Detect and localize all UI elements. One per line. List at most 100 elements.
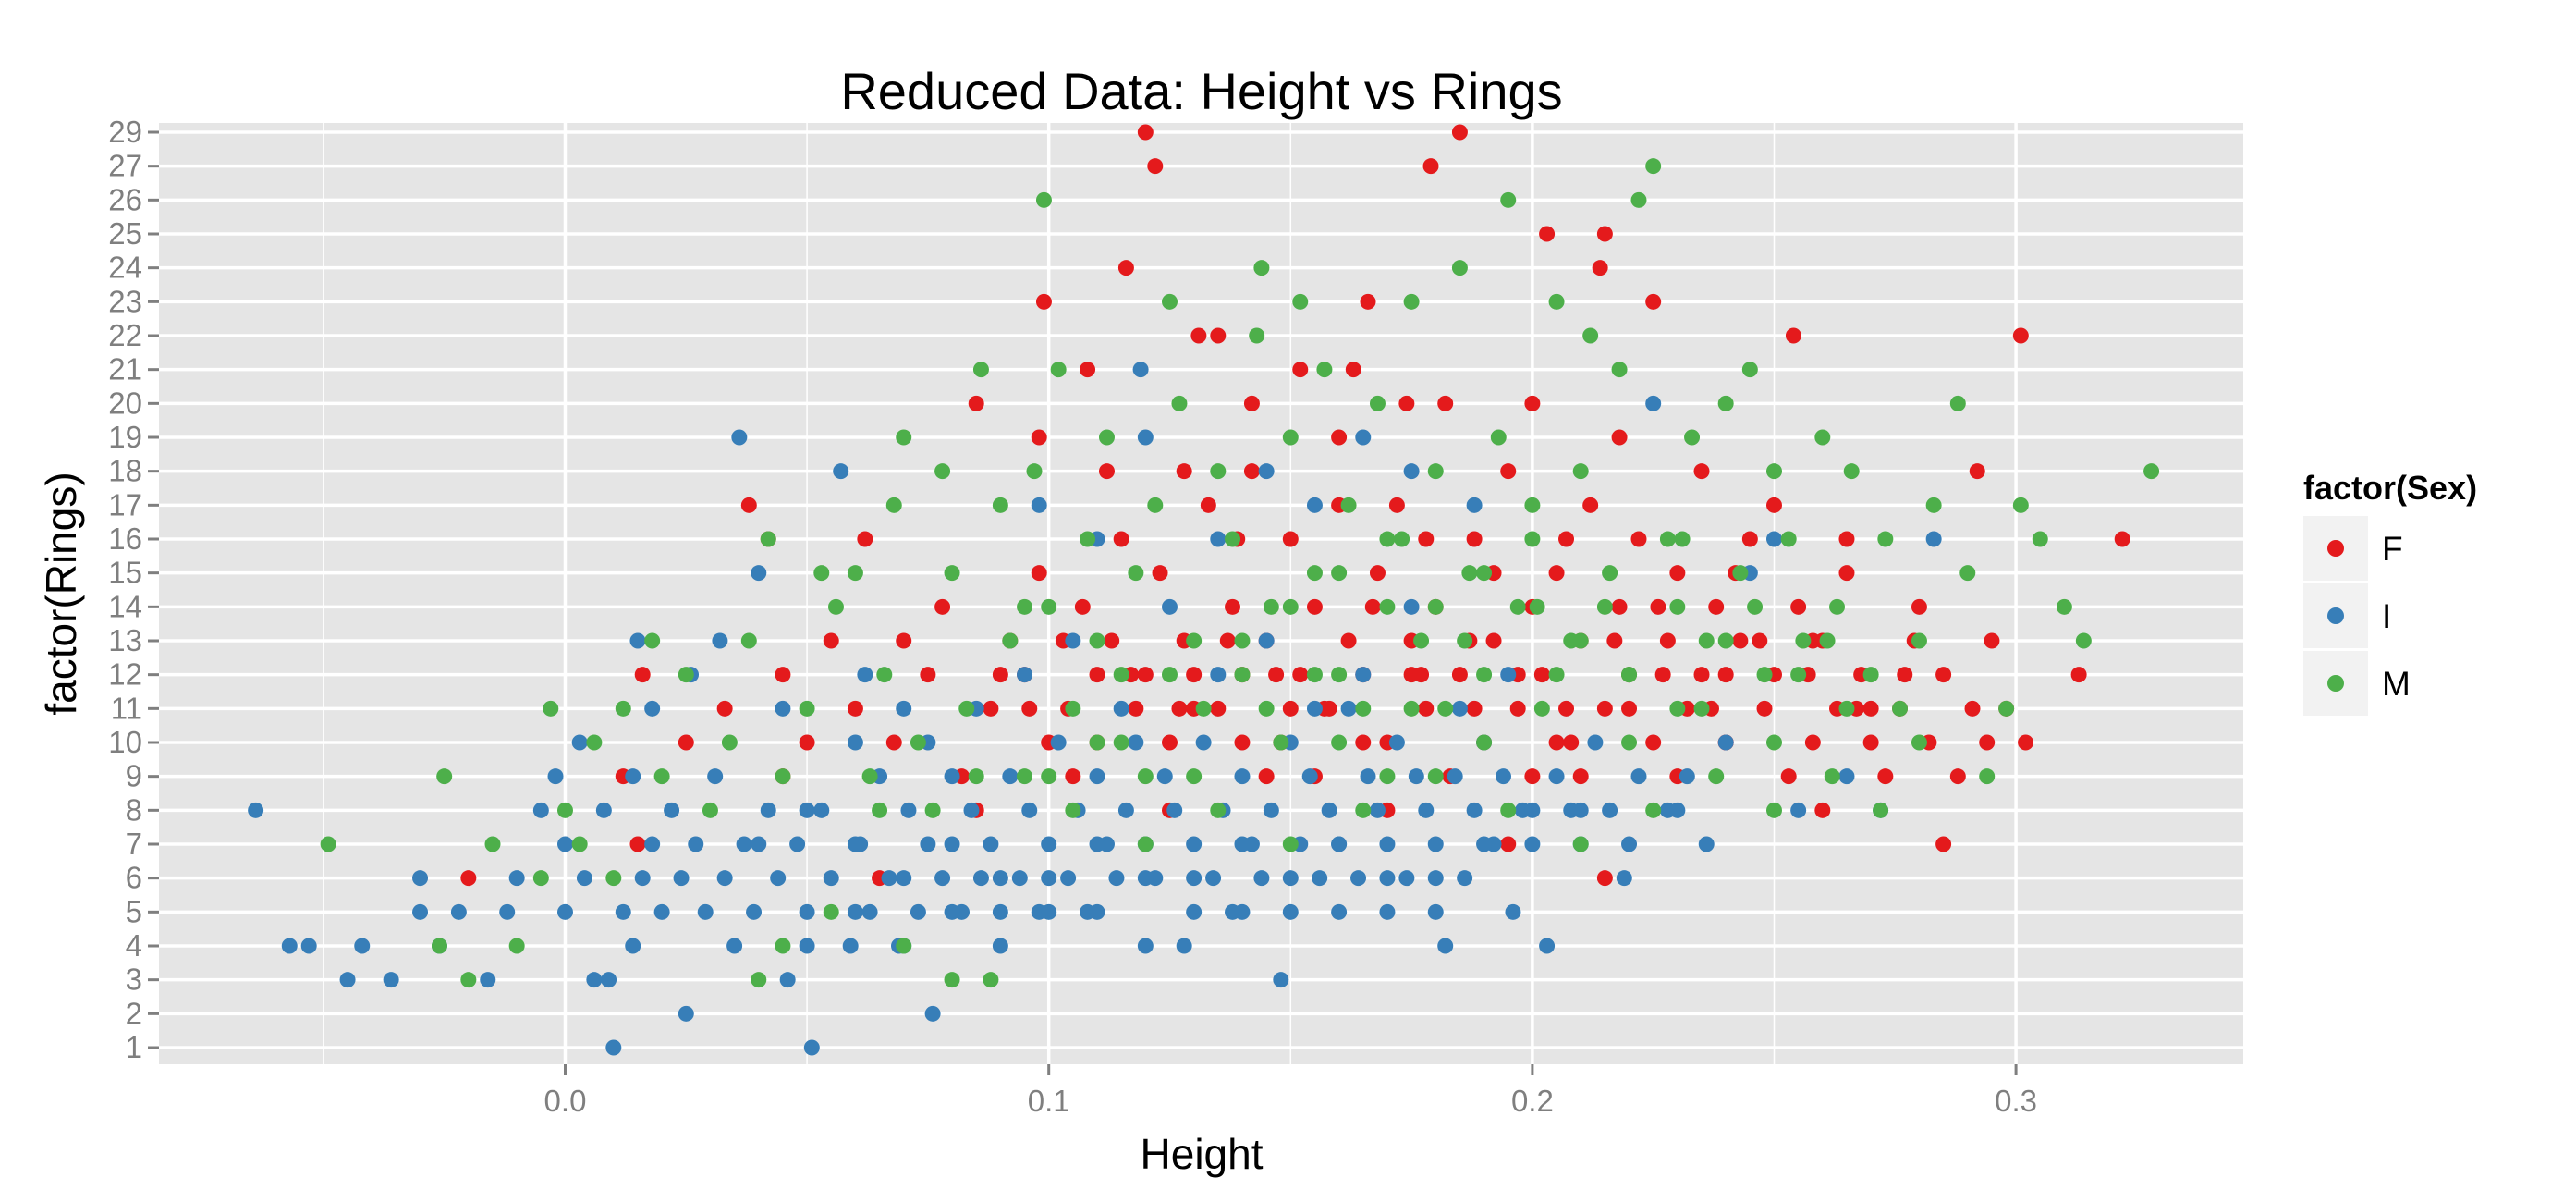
- data-point: [339, 972, 356, 988]
- data-point: [644, 632, 661, 649]
- data-point: [1693, 667, 1710, 683]
- data-point: [1630, 768, 1647, 785]
- data-point: [896, 870, 912, 887]
- data-point: [1669, 598, 1686, 615]
- data-point: [571, 734, 588, 751]
- data-point: [1225, 531, 1241, 547]
- data-point: [1630, 531, 1647, 547]
- data-point: [1195, 734, 1212, 751]
- y-tick-label: 27: [108, 149, 142, 183]
- data-point: [1741, 362, 1758, 378]
- data-point: [1732, 632, 1749, 649]
- data-point: [644, 700, 661, 717]
- data-point: [1621, 734, 1638, 751]
- data-point: [1897, 667, 1913, 683]
- data-point: [532, 802, 549, 818]
- data-point: [1031, 565, 1047, 582]
- data-point: [731, 429, 748, 446]
- data-point: [1616, 870, 1632, 887]
- data-point: [1505, 903, 1521, 920]
- data-point: [847, 734, 863, 751]
- data-point: [944, 972, 960, 988]
- data-point: [1645, 802, 1662, 818]
- legend-item-F: F: [2303, 516, 2403, 581]
- data-point: [678, 734, 694, 751]
- data-point: [716, 700, 733, 717]
- data-point: [944, 768, 960, 785]
- data-point: [1186, 836, 1203, 852]
- data-point: [1548, 734, 1565, 751]
- data-point: [1451, 124, 1468, 141]
- data-point: [1500, 836, 1517, 852]
- data-point: [1451, 667, 1468, 683]
- y-tick-label: 3: [126, 963, 142, 997]
- y-axis-title: factor(Rings): [37, 472, 85, 715]
- data-point: [556, 903, 573, 920]
- series-M: [320, 158, 2160, 988]
- data-point: [842, 938, 859, 954]
- data-point: [1790, 598, 1807, 615]
- data-point: [1137, 870, 1154, 887]
- data-point: [1645, 158, 1662, 175]
- data-point: [885, 734, 902, 751]
- legend-label: I: [2382, 597, 2391, 635]
- data-point: [1582, 497, 1599, 513]
- data-point: [1413, 632, 1430, 649]
- data-point: [1379, 870, 1396, 887]
- data-point: [1558, 700, 1575, 717]
- data-point: [1137, 429, 1154, 446]
- data-point: [934, 870, 951, 887]
- data-point: [813, 565, 830, 582]
- data-point: [885, 497, 902, 513]
- data-point: [1572, 836, 1589, 852]
- data-point: [595, 802, 612, 818]
- data-point: [1186, 903, 1203, 920]
- y-tick-label: 1: [126, 1030, 142, 1064]
- data-point: [1089, 632, 1105, 649]
- data-point: [1804, 734, 1821, 751]
- data-point: [1282, 870, 1299, 887]
- data-point: [1137, 836, 1154, 852]
- data-point: [1398, 395, 1415, 411]
- data-point: [1496, 768, 1512, 785]
- data-point: [1379, 836, 1396, 852]
- y-tick-label: 21: [108, 352, 142, 386]
- data-point: [847, 565, 863, 582]
- data-point: [799, 802, 815, 818]
- data-point: [1814, 429, 1831, 446]
- y-tick-label: 17: [108, 487, 142, 521]
- data-point: [1035, 191, 1052, 208]
- data-point: [1413, 667, 1430, 683]
- data-point: [1596, 870, 1613, 887]
- data-point: [1002, 768, 1019, 785]
- data-point: [1602, 802, 1618, 818]
- data-point: [968, 395, 984, 411]
- data-point: [1596, 226, 1613, 242]
- data-point: [1089, 667, 1105, 683]
- data-point: [1161, 293, 1178, 310]
- x-axis: 0.0 0.1 0.2 0.3: [544, 1064, 2037, 1118]
- data-point: [1364, 598, 1381, 615]
- data-point: [1558, 531, 1575, 547]
- data-point: [1447, 768, 1463, 785]
- data-point: [460, 972, 477, 988]
- data-point: [1210, 802, 1227, 818]
- data-point: [615, 700, 631, 717]
- data-point: [823, 632, 839, 649]
- data-point: [1790, 802, 1807, 818]
- data-point: [1602, 565, 1618, 582]
- data-point: [1476, 836, 1493, 852]
- data-point: [281, 938, 298, 954]
- legend: factor(Sex) FIM: [2303, 469, 2477, 716]
- data-point: [1355, 700, 1372, 717]
- data-point: [1219, 632, 1236, 649]
- data-point: [1529, 598, 1545, 615]
- data-point: [1065, 768, 1081, 785]
- data-point: [1403, 700, 1420, 717]
- data-point: [1611, 598, 1628, 615]
- data-point: [1572, 632, 1589, 649]
- data-point: [1234, 836, 1251, 852]
- data-point: [1253, 870, 1270, 887]
- data-point: [1780, 768, 1797, 785]
- data-point: [799, 903, 815, 920]
